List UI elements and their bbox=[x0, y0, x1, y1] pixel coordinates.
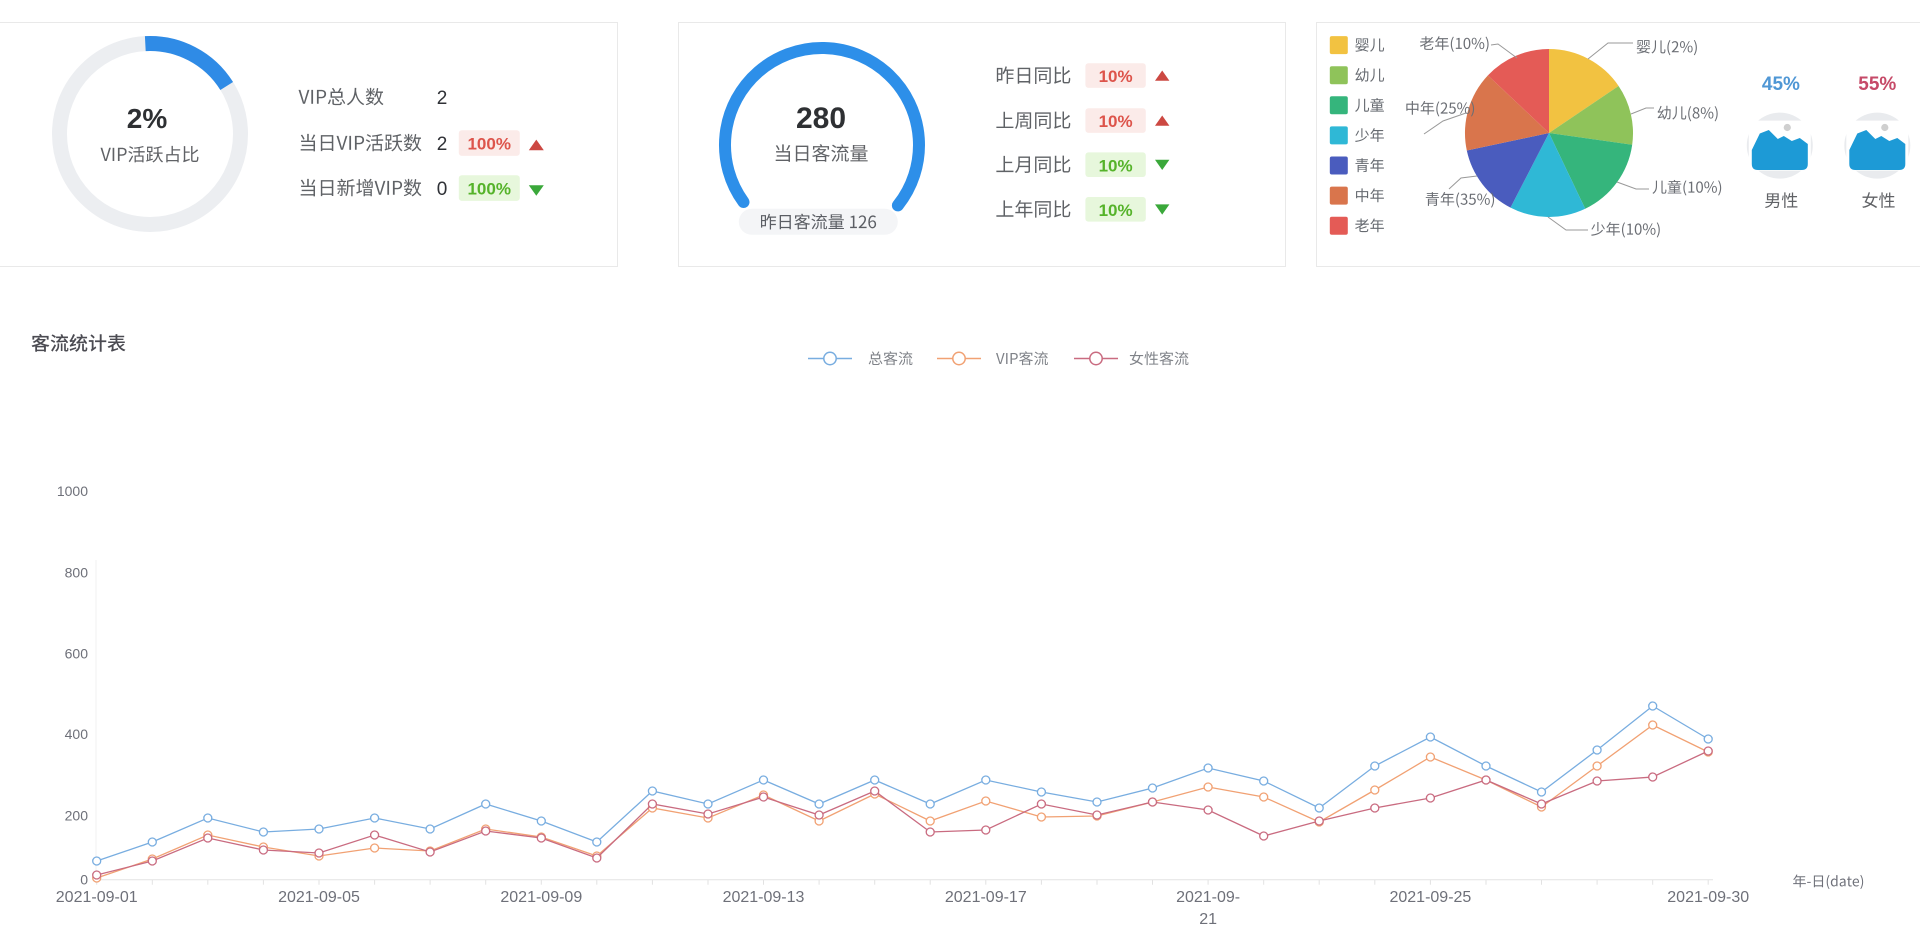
svg-text:800: 800 bbox=[65, 564, 89, 580]
svg-text:0: 0 bbox=[80, 872, 88, 888]
svg-text:2021-09-13: 2021-09-13 bbox=[723, 889, 805, 906]
svg-text:100%: 100% bbox=[467, 135, 510, 154]
svg-text:21: 21 bbox=[1199, 911, 1217, 928]
svg-text:400: 400 bbox=[65, 726, 89, 742]
svg-text:45%: 45% bbox=[1762, 74, 1800, 95]
svg-text:10%: 10% bbox=[1099, 112, 1133, 131]
svg-text:2021-09-30: 2021-09-30 bbox=[1667, 889, 1749, 906]
svg-text:55%: 55% bbox=[1858, 74, 1896, 95]
svg-text:2021-09-01: 2021-09-01 bbox=[56, 889, 138, 906]
svg-text:280: 280 bbox=[796, 102, 846, 135]
svg-text:2021-09-09: 2021-09-09 bbox=[500, 889, 582, 906]
svg-text:600: 600 bbox=[65, 645, 89, 661]
svg-text:200: 200 bbox=[65, 807, 89, 823]
svg-text:0: 0 bbox=[437, 179, 448, 200]
svg-text:2021-09-17: 2021-09-17 bbox=[945, 889, 1027, 906]
svg-text:100%: 100% bbox=[467, 180, 510, 199]
svg-text:2: 2 bbox=[437, 134, 448, 155]
svg-text:2021-09-05: 2021-09-05 bbox=[278, 889, 360, 906]
svg-text:2021-09-25: 2021-09-25 bbox=[1389, 889, 1471, 906]
svg-text:2%: 2% bbox=[127, 103, 168, 134]
svg-text:10%: 10% bbox=[1099, 156, 1133, 175]
svg-text:2: 2 bbox=[437, 88, 448, 109]
svg-text:10%: 10% bbox=[1099, 67, 1133, 86]
svg-text:2021-09-: 2021-09- bbox=[1176, 889, 1240, 906]
svg-text:1000: 1000 bbox=[57, 483, 88, 499]
svg-text:10%: 10% bbox=[1099, 201, 1133, 220]
